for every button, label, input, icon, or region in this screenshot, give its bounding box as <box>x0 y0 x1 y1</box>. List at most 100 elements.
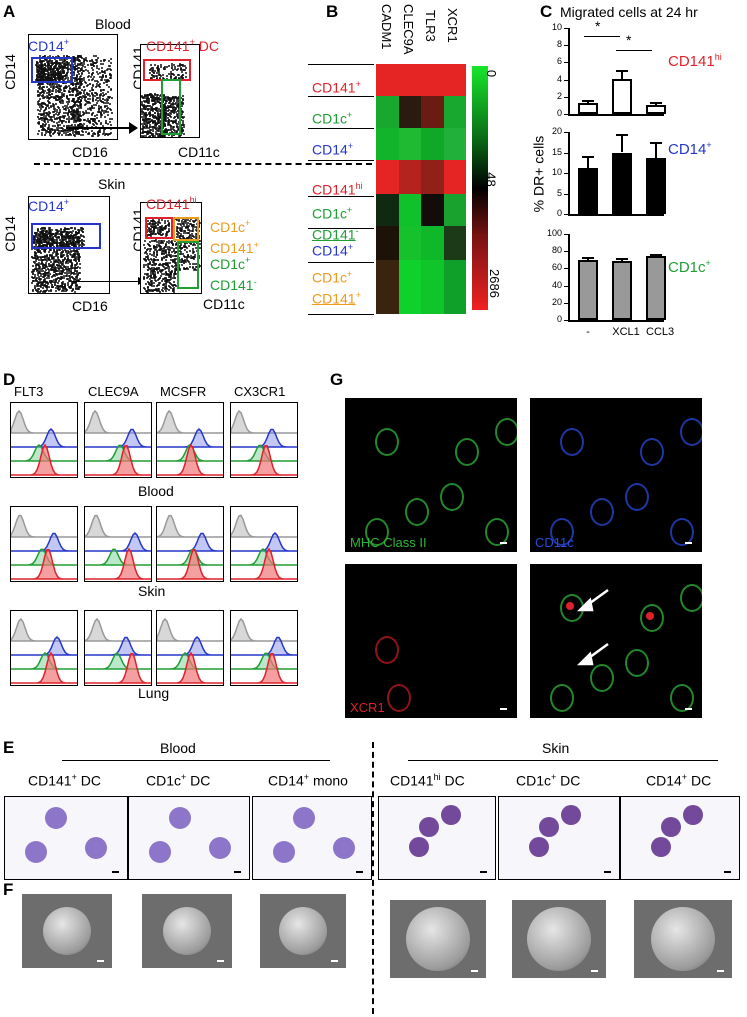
facs-event <box>51 95 54 98</box>
facs-event <box>85 109 88 112</box>
facs-event <box>60 77 63 80</box>
facs-event <box>50 127 53 130</box>
facs-event <box>37 95 40 98</box>
sem-cell <box>651 907 715 971</box>
heatmap-row-label: CD1c+ CD141- <box>312 205 359 243</box>
facs-event <box>74 134 77 137</box>
facs-event <box>72 108 75 111</box>
histogram-curve <box>85 409 151 434</box>
facs-event <box>152 109 155 112</box>
facs-event <box>100 76 103 79</box>
facs-event <box>162 66 165 69</box>
facs-event <box>37 117 40 120</box>
facs-event <box>156 94 159 96</box>
facs-event <box>77 87 80 90</box>
facs-event <box>64 134 67 137</box>
facs-event <box>56 90 59 93</box>
facs-event <box>176 109 179 112</box>
facs-event <box>159 290 162 293</box>
facs-event <box>51 69 54 72</box>
facs-event <box>169 96 172 99</box>
facs-event <box>175 111 178 114</box>
facs-event <box>63 104 66 107</box>
heatmap-cell <box>376 64 399 96</box>
facs-event <box>107 101 110 104</box>
facs-event <box>47 114 50 117</box>
histogram-marker-label: MCSFR <box>160 384 207 399</box>
facs-event <box>162 122 165 125</box>
facs-event <box>37 89 40 92</box>
facs-event <box>178 77 181 80</box>
facs-event <box>161 279 164 282</box>
facs-event <box>66 134 69 137</box>
fluorescent-cell <box>387 684 411 712</box>
facs-event <box>148 290 151 293</box>
facs-event <box>39 64 42 67</box>
facs-event <box>62 253 64 256</box>
facs-event <box>58 59 61 62</box>
facs-event <box>43 115 46 118</box>
facs-event <box>90 63 93 66</box>
facs-event <box>38 103 41 106</box>
facs-event <box>156 134 159 137</box>
facs-event <box>67 97 70 100</box>
facs-event <box>154 128 157 131</box>
facs-event <box>150 279 153 282</box>
facs-event <box>73 68 76 71</box>
facs-event <box>166 98 169 101</box>
facs-event <box>54 72 57 75</box>
facs-event <box>47 121 50 124</box>
facs-event <box>146 133 149 136</box>
facs-event <box>77 56 80 59</box>
stained-cell <box>683 805 703 825</box>
facs-event <box>72 115 75 118</box>
facs-event <box>141 109 144 112</box>
facs-event <box>100 108 103 111</box>
facs-event <box>178 73 181 76</box>
facs-event <box>101 100 104 103</box>
facs-event <box>48 124 51 127</box>
x-axis <box>568 214 664 216</box>
facs-event <box>152 116 155 119</box>
facs-event <box>164 242 167 245</box>
facs-event <box>79 110 82 113</box>
facs-event <box>48 76 51 79</box>
facs-event <box>99 130 102 133</box>
facs-event <box>155 66 158 69</box>
facs-event <box>53 71 56 74</box>
y-tick <box>564 152 568 154</box>
facs-event <box>76 100 79 103</box>
facs-event <box>52 79 55 82</box>
facs-event <box>107 134 110 137</box>
facs-event <box>62 68 64 71</box>
facs-event <box>177 111 180 114</box>
facs-event <box>151 130 154 133</box>
facs-event <box>91 71 94 74</box>
facs-event <box>158 124 161 127</box>
facs-event <box>75 112 78 115</box>
giemsa-stain-image <box>498 796 620 880</box>
facs-event <box>66 124 69 127</box>
facs-event <box>109 65 112 68</box>
facs-event <box>145 136 148 137</box>
facs-event <box>43 95 46 98</box>
stained-cell <box>651 837 671 857</box>
facs-event <box>100 116 103 119</box>
facs-event <box>151 260 154 263</box>
facs-event <box>161 242 164 245</box>
y-tick <box>564 173 568 174</box>
facs-event <box>45 254 48 257</box>
facs-event <box>168 97 171 100</box>
facs-event <box>164 129 167 132</box>
facs-event <box>175 126 178 129</box>
facs-event <box>61 92 64 95</box>
colorbar-tick-48: 48 <box>483 172 499 187</box>
facs-event <box>146 276 149 279</box>
facs-event <box>77 89 80 92</box>
facs-event <box>43 72 46 75</box>
facs-event <box>102 76 105 79</box>
histogram <box>230 506 298 582</box>
facs-event <box>54 76 57 79</box>
facs-event <box>76 89 79 92</box>
facs-event <box>54 103 57 106</box>
